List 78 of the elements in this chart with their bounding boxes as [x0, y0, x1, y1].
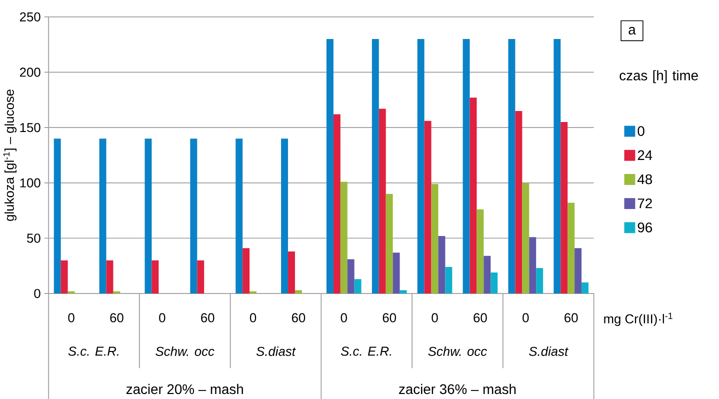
bar	[333, 114, 340, 294]
bar	[462, 38, 470, 294]
bar	[386, 194, 393, 294]
bar	[378, 108, 386, 294]
bar	[568, 202, 575, 294]
bar	[236, 138, 243, 294]
text: S.diast	[529, 346, 569, 356]
legend-label: 48	[637, 174, 652, 184]
bar	[340, 182, 348, 294]
y-axis-title: glukoza [gl$^{-1}$] – glucose	[3, 89, 17, 221]
bar	[438, 236, 446, 294]
bar	[54, 138, 61, 294]
bar	[60, 260, 68, 294]
y-tick-label: 200	[20, 67, 40, 77]
bar	[281, 138, 288, 294]
bar	[417, 38, 424, 294]
bar	[288, 251, 295, 294]
y-tick-label: 150	[20, 122, 40, 132]
text: S.c. E.R.	[340, 346, 392, 356]
x-tick-label: 60	[292, 312, 306, 322]
y-tick-label: 250	[20, 12, 40, 22]
y-tick-label: 50	[27, 233, 40, 243]
x-tick-label: 0	[340, 312, 347, 322]
bar	[522, 182, 530, 294]
bar	[574, 248, 582, 294]
text: mg Cr(III)·l$^{-1}$	[604, 312, 672, 326]
bar	[515, 110, 522, 294]
bar	[470, 97, 477, 294]
bar	[354, 278, 362, 294]
bar	[484, 256, 491, 294]
legend-label: 0	[638, 126, 644, 136]
text: a	[628, 26, 636, 34]
x-tick-label: 60	[110, 312, 124, 322]
bar	[424, 120, 432, 294]
y-tick-label: 100	[20, 178, 40, 188]
bar	[392, 252, 400, 294]
x-tick-label: 0	[250, 312, 256, 322]
bar	[326, 38, 334, 294]
bar	[144, 138, 152, 294]
x-tick-label: 60	[474, 312, 487, 322]
x-tick-label: 60	[382, 312, 396, 322]
x-tick-label: 0	[68, 312, 74, 322]
text: S.c. E.R.	[68, 346, 118, 356]
x-tick-label: 0	[432, 312, 438, 322]
bar	[106, 260, 114, 294]
y-tick-label: 0	[34, 288, 40, 298]
text: zacier 36% – mash	[399, 384, 516, 394]
bar	[152, 260, 159, 294]
bar	[445, 266, 452, 294]
bar	[197, 260, 204, 294]
bar	[347, 258, 354, 294]
legend-label: 24	[638, 150, 652, 160]
text: S.diast	[256, 346, 296, 356]
legend-label: 96	[638, 222, 652, 232]
bar	[582, 282, 589, 294]
bar	[400, 290, 407, 294]
x-tick-label: 60	[564, 312, 578, 322]
bar	[536, 268, 544, 294]
text: Schw. occ	[156, 346, 214, 356]
text: zacier 20% – mash	[126, 384, 243, 394]
bar	[99, 138, 106, 294]
bar	[294, 290, 302, 294]
bar	[508, 38, 516, 294]
bar	[490, 272, 498, 294]
bar	[554, 38, 561, 294]
bar	[242, 248, 250, 294]
legend-title: czas [h] time	[620, 70, 698, 83]
bar	[431, 184, 438, 294]
bar	[529, 236, 536, 294]
bar	[190, 138, 198, 294]
text: Schw. occ	[428, 346, 487, 356]
x-tick-label: 0	[159, 312, 166, 322]
x-tick-label: 0	[522, 312, 529, 322]
bar	[560, 122, 568, 294]
x-tick-label: 60	[201, 312, 214, 322]
bar	[372, 38, 379, 294]
bar	[476, 209, 484, 294]
legend-label: 72	[638, 198, 652, 208]
